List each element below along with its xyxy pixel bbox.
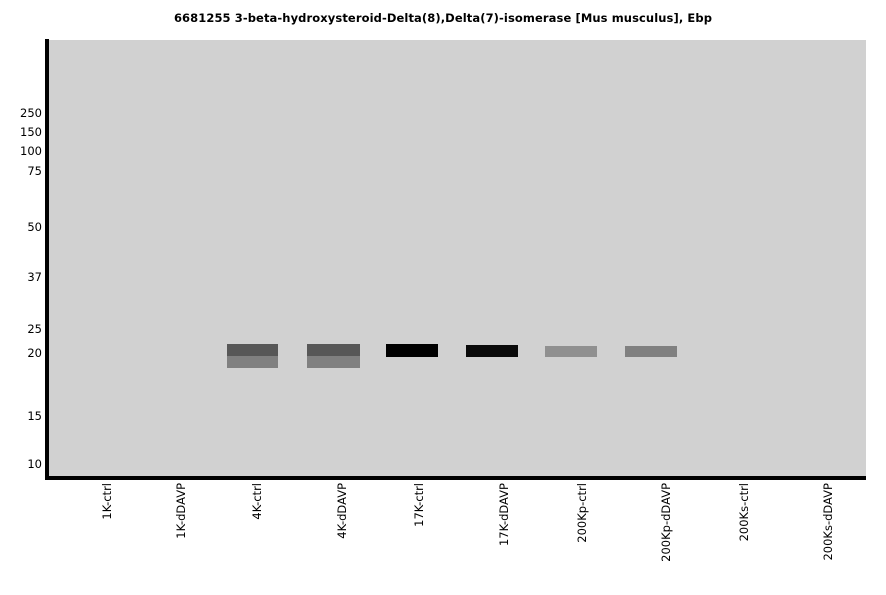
blot-band <box>386 344 438 357</box>
blot-band <box>307 344 360 368</box>
blot-band <box>466 345 518 357</box>
y-axis-tick-label: 10 <box>27 457 42 471</box>
y-axis-tick-labels: 250 150 100 75 50 37 25 20 15 10 <box>0 0 45 595</box>
y-axis-tick-label: 20 <box>27 346 42 360</box>
blot-band <box>545 346 597 357</box>
x-axis-tick-label: 200Kp-dDAVP <box>659 483 673 562</box>
y-axis-tick-label: 150 <box>20 125 42 139</box>
y-axis-line <box>45 39 49 480</box>
blot-band-segment <box>227 356 278 368</box>
x-axis-tick-label: 1K-dDAVP <box>174 483 188 539</box>
blot-band-segment <box>227 344 278 356</box>
x-axis-tick-label: 4K-ctrl <box>250 483 264 520</box>
y-axis-tick-label: 50 <box>27 220 42 234</box>
x-axis-tick-label: 200Ks-dDAVP <box>821 483 835 561</box>
blot-band-segment <box>386 344 438 357</box>
x-axis-tick-label: 200Ks-ctrl <box>737 483 751 542</box>
y-axis-tick-label: 250 <box>20 106 42 120</box>
blot-band-segment <box>466 345 518 357</box>
plot-area <box>49 40 866 478</box>
y-axis-tick-label: 75 <box>27 164 42 178</box>
blot-band-segment <box>625 346 677 357</box>
blot-band <box>227 344 278 368</box>
y-axis-tick-label: 100 <box>20 144 42 158</box>
blot-band-segment <box>307 356 360 368</box>
blot-band <box>625 346 677 357</box>
y-axis-tick-label: 37 <box>27 270 42 284</box>
x-axis-tick-label: 17K-dDAVP <box>497 483 511 547</box>
x-axis-tick-label: 17K-ctrl <box>412 483 426 527</box>
page-title: 6681255 3-beta-hydroxysteroid-Delta(8),D… <box>173 11 713 25</box>
x-axis-tick-label: 200Kp-ctrl <box>575 483 589 543</box>
x-axis-line <box>45 476 866 480</box>
blot-band-segment <box>307 344 360 356</box>
y-axis-tick-label: 15 <box>27 409 42 423</box>
y-axis-tick-label: 25 <box>27 322 42 336</box>
x-axis-tick-label: 1K-ctrl <box>100 483 114 520</box>
blot-band-segment <box>545 346 597 357</box>
x-axis-tick-label: 4K-dDAVP <box>335 483 349 539</box>
